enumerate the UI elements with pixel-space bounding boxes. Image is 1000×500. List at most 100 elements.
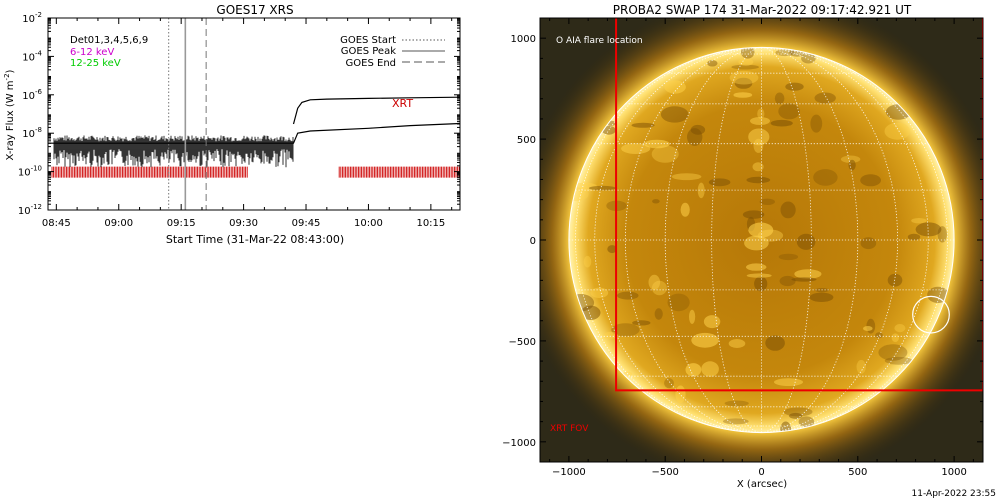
dark-region xyxy=(746,176,771,184)
goes-y-axis-label: X-ray Flux (W m-2) xyxy=(3,69,16,160)
y-tick-label-exponent: -6 xyxy=(35,88,43,96)
series-lower xyxy=(48,122,461,144)
goes-legend: GOES Start GOES Peak GOES End xyxy=(340,35,445,69)
y-tick-label-base: 10 xyxy=(18,206,31,217)
dark-region xyxy=(708,178,731,187)
y-tick-label-base: 10 xyxy=(22,14,35,25)
goes-plot-frame xyxy=(47,17,461,211)
solar-limb xyxy=(568,46,955,434)
goes-chart-title: GOES17 XRS xyxy=(216,3,293,17)
bright-region xyxy=(863,326,873,331)
bright-region xyxy=(621,143,651,155)
dark-region xyxy=(759,198,775,205)
dark-region xyxy=(690,124,706,135)
legend-goes-end-label: GOES End xyxy=(346,58,396,69)
bright-region xyxy=(891,333,899,343)
dark-region xyxy=(631,122,655,128)
dark-region xyxy=(687,128,703,146)
bright-region xyxy=(744,235,769,251)
bright-region xyxy=(603,331,618,339)
dark-region xyxy=(907,233,921,241)
dark-region xyxy=(801,53,816,64)
dark-region xyxy=(875,332,883,339)
dark-region xyxy=(814,92,836,104)
y-tick-label-exponent: -12 xyxy=(31,203,42,211)
xrt-fov-box xyxy=(615,18,983,392)
dark-region xyxy=(667,293,690,312)
dark-region xyxy=(754,276,768,292)
dark-region xyxy=(848,159,856,171)
y-tick-label-base: 10 xyxy=(22,129,35,140)
dark-region xyxy=(779,275,796,287)
aia-flare-circle xyxy=(912,295,950,334)
dark-region xyxy=(789,412,803,419)
bright-region xyxy=(583,255,592,268)
channel-label-6-12: 6-12 keV xyxy=(70,47,114,58)
dark-region xyxy=(770,119,793,127)
dark-region xyxy=(722,418,749,425)
bright-region xyxy=(675,385,686,404)
bright-region xyxy=(728,339,746,348)
x-tick-label: 09:30 xyxy=(229,218,258,229)
y-tick-label: 10-8 xyxy=(22,126,42,140)
dark-region xyxy=(809,292,834,302)
goes-y-axis-label-close: ) xyxy=(5,69,16,73)
bright-region xyxy=(884,122,911,140)
y-tick-label: 10-6 xyxy=(22,88,42,102)
dark-region xyxy=(734,77,753,89)
bright-region xyxy=(757,108,765,120)
bright-region xyxy=(568,187,589,202)
dark-region xyxy=(798,416,815,428)
dark-region xyxy=(724,400,749,407)
bright-region xyxy=(729,70,759,85)
y-tick-label-base: 10 xyxy=(22,91,35,102)
x-tick-label: 09:00 xyxy=(104,218,133,229)
xrt-label: XRT xyxy=(392,97,413,110)
dark-region xyxy=(780,201,796,219)
y-tick-label-exponent: -2 xyxy=(35,11,42,19)
dark-region xyxy=(927,286,949,303)
dark-region xyxy=(660,106,689,123)
y-tick-label: 10-4 xyxy=(22,49,42,63)
bright-region xyxy=(572,182,598,192)
dark-region xyxy=(611,323,640,337)
bright-region xyxy=(648,274,661,290)
dark-region xyxy=(731,64,759,70)
dark-region xyxy=(810,114,823,133)
bright-region xyxy=(689,309,696,324)
dark-region xyxy=(813,169,838,186)
dark-region xyxy=(860,174,881,187)
dark-region xyxy=(765,335,785,351)
dark-region xyxy=(607,245,617,254)
series-upper xyxy=(292,96,461,125)
swap-y-axis: 1000 500 0 −500 −1000 xyxy=(502,34,983,449)
bright-region xyxy=(691,332,719,348)
bright-region xyxy=(644,139,670,149)
x-tick-label: 10:15 xyxy=(416,218,445,229)
swap-x-axis: −1000 −500 0 500 1000 xyxy=(549,18,974,478)
heliographic-grid xyxy=(568,47,955,433)
channel-label-12-25: 12-25 keV xyxy=(70,58,121,69)
bright-region xyxy=(794,269,822,279)
y-tick-label: 10-2 xyxy=(22,11,42,25)
x-tick-label: 09:45 xyxy=(292,218,321,229)
dark-region xyxy=(783,407,813,417)
bright-region xyxy=(840,155,861,163)
y-tick-label-base: 10 xyxy=(18,168,31,179)
dark-region xyxy=(707,60,718,67)
legend-goes-start-label: GOES Start xyxy=(340,35,396,46)
bright-region xyxy=(590,287,609,298)
legend-goes-peak-label: GOES Peak xyxy=(341,46,396,57)
bright-region xyxy=(748,128,770,146)
x-tick-label: −500 xyxy=(651,467,678,478)
goes-y-axis-label-main: X-ray Flux (W m xyxy=(5,80,16,160)
dark-region xyxy=(796,233,816,250)
footer-timestamp: 11-Apr-2022 23:55 xyxy=(912,489,996,499)
bright-region xyxy=(651,280,667,296)
dark-region xyxy=(778,103,800,120)
goes-x-axis: 08:45 09:00 09:15 09:30 09:45 10:00 10:15 xyxy=(42,18,453,229)
x-tick-label: 500 xyxy=(848,467,867,478)
